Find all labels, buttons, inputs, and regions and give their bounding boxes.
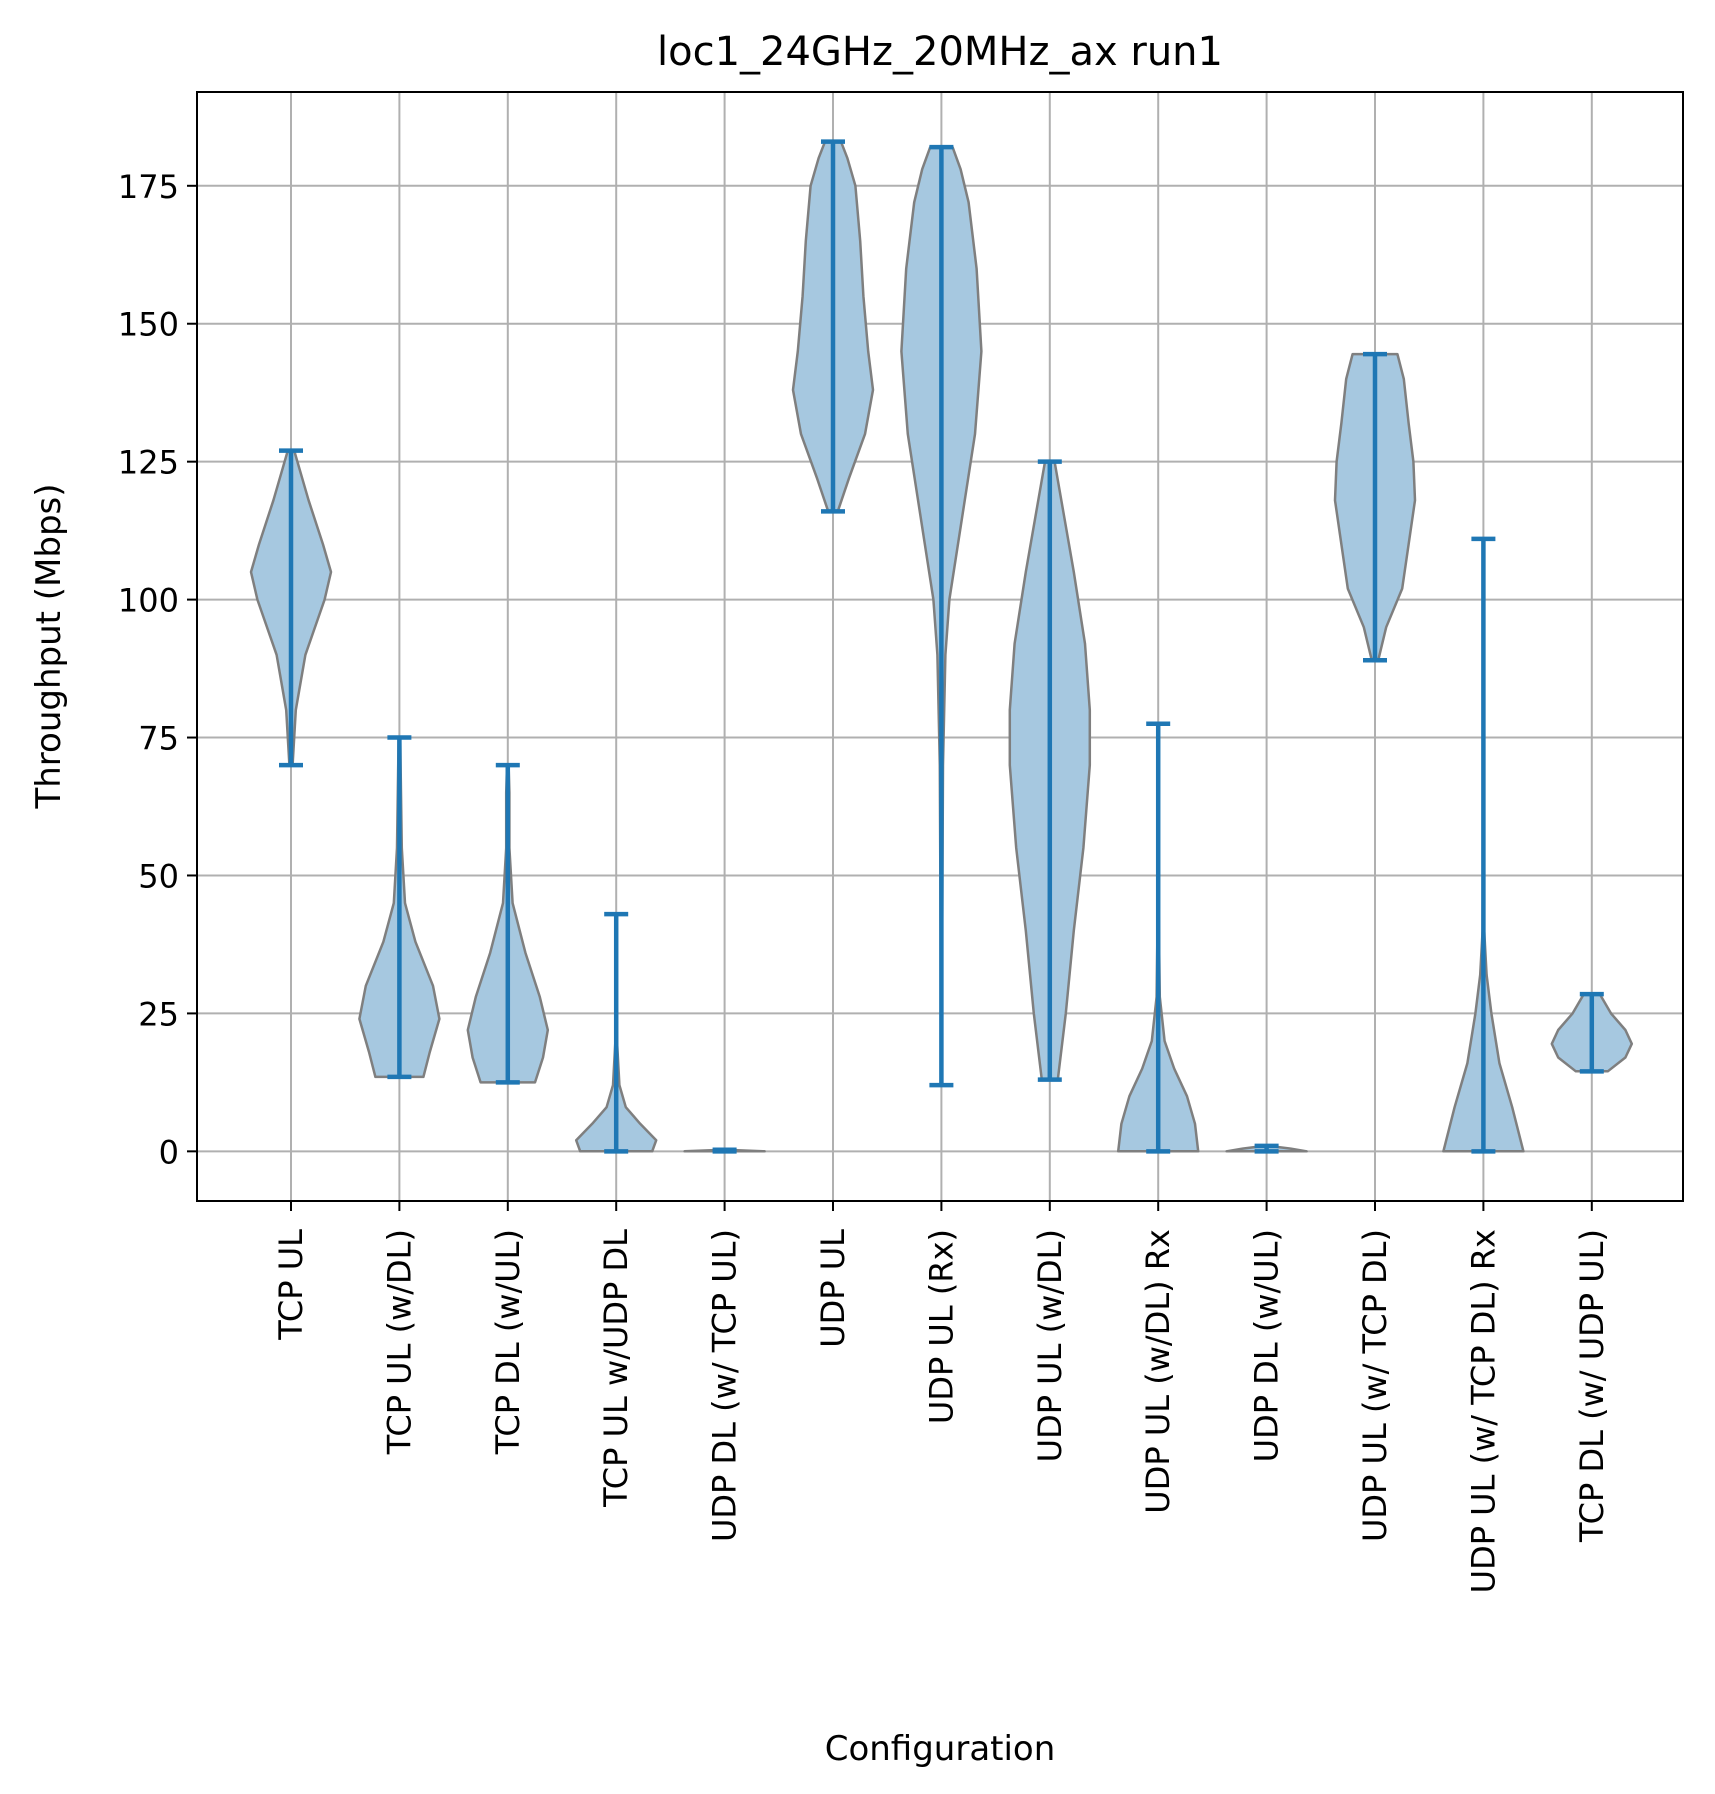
x-tick-label: TCP UL <box>272 1229 310 1341</box>
axis-ticks: 0 25 50 75 100 125 150 175 TCP UL TCP UL (w/DL) TC… <box>118 168 1611 1594</box>
y-tick-label: 125 <box>118 444 179 482</box>
chart-title: loc1_24GHz_20MHz_ax run1 <box>657 29 1223 75</box>
y-tick-label: 75 <box>138 720 179 758</box>
y-tick-label: 50 <box>138 857 179 895</box>
x-tick-label: TCP UL (w/DL) <box>380 1229 418 1455</box>
x-tick-label: UDP UL <box>814 1229 852 1348</box>
x-tick-label: UDP UL (w/ TCP DL) Rx <box>1464 1229 1502 1593</box>
y-tick-label: 0 <box>159 1133 179 1171</box>
y-tick-label: 175 <box>118 168 179 206</box>
x-tick-label: UDP UL (w/DL) Rx <box>1139 1229 1177 1514</box>
x-tick-label: UDP UL (w/ TCP DL) <box>1356 1229 1394 1542</box>
x-tick-label: UDP DL (w/UL) <box>1248 1229 1286 1462</box>
violin-bodies <box>249 139 1634 1154</box>
plot-frame <box>196 91 1684 1202</box>
x-tick-label: TCP UL w/UDP DL <box>597 1229 635 1508</box>
y-tick-label: 25 <box>138 995 179 1033</box>
y-tick-label: 150 <box>118 306 179 344</box>
x-axis-label: Configuration <box>825 1729 1056 1769</box>
x-tick-label: TCP DL (w/ UDP UL) <box>1573 1229 1611 1543</box>
x-tick-label: TCP DL (w/UL) <box>489 1229 527 1455</box>
x-tick-label: UDP DL (w/ TCP UL) <box>706 1229 744 1542</box>
y-tick-label: 100 <box>118 582 179 620</box>
y-axis-label: Throughput (Mbps) <box>29 483 69 809</box>
x-tick-label: UDP UL (w/DL) <box>1031 1229 1069 1462</box>
x-tick-label: UDP UL (Rx) <box>922 1229 960 1424</box>
